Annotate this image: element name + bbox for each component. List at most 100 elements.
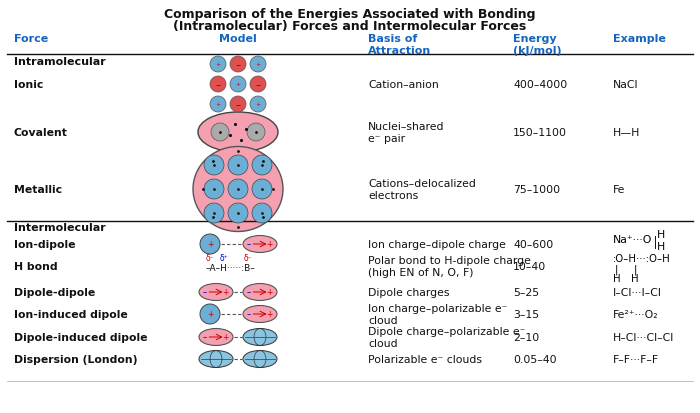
Text: Dipole-induced dipole: Dipole-induced dipole (14, 332, 148, 342)
Text: +: + (266, 310, 273, 319)
Text: –: – (247, 310, 251, 319)
Text: δ⁻: δ⁻ (206, 254, 214, 263)
Text: –: – (203, 333, 207, 342)
Text: Cations–delocalized
electrons: Cations–delocalized electrons (368, 179, 476, 200)
Text: Dipole charge–polarizable e⁻
cloud: Dipole charge–polarizable e⁻ cloud (368, 326, 526, 348)
Text: +: + (206, 240, 214, 249)
Text: +: + (256, 62, 260, 67)
Text: NaCl: NaCl (612, 80, 638, 90)
Text: +: + (223, 333, 229, 342)
Text: Cation–anion: Cation–anion (368, 80, 439, 90)
Text: Fe: Fe (612, 185, 625, 195)
Text: Dipole-dipole: Dipole-dipole (14, 287, 95, 297)
Text: H: H (612, 273, 620, 283)
Text: +: + (266, 288, 273, 297)
Text: +: + (235, 82, 241, 87)
Text: Ion charge–dipole charge: Ion charge–dipole charge (368, 240, 506, 249)
Text: Ion-dipole: Ion-dipole (14, 240, 76, 249)
Circle shape (228, 204, 248, 223)
Text: 10–40: 10–40 (513, 261, 546, 271)
Text: Intramolecular: Intramolecular (14, 57, 106, 67)
Text: –: – (247, 240, 251, 249)
Text: Metallic: Metallic (14, 185, 62, 195)
Text: |: | (634, 264, 637, 275)
Text: 150–1100: 150–1100 (513, 128, 567, 138)
Text: Dispersion (London): Dispersion (London) (14, 354, 137, 364)
Ellipse shape (243, 306, 277, 323)
Circle shape (250, 77, 266, 93)
Text: δ⁻: δ⁻ (244, 254, 252, 263)
Text: 40–600: 40–600 (513, 240, 553, 249)
Ellipse shape (199, 329, 233, 346)
Ellipse shape (243, 236, 277, 253)
Text: Basis of
Attraction: Basis of Attraction (368, 34, 431, 56)
Text: −: − (235, 62, 241, 67)
Text: Dipole charges: Dipole charges (368, 287, 449, 297)
Circle shape (252, 156, 272, 176)
Text: :O–H···:O–H: :O–H···:O–H (612, 254, 671, 263)
Ellipse shape (199, 351, 233, 368)
Text: 5–25: 5–25 (513, 287, 539, 297)
Text: (Intramolecular) Forces and Intermolecular Forces: (Intramolecular) Forces and Intermolecul… (174, 20, 526, 33)
Text: |: | (615, 264, 618, 275)
Circle shape (211, 124, 229, 142)
Text: 2–10: 2–10 (513, 332, 539, 342)
Circle shape (204, 204, 224, 223)
Text: +: + (206, 310, 214, 319)
Ellipse shape (199, 284, 233, 301)
Text: Nuclei–shared
e⁻ pair: Nuclei–shared e⁻ pair (368, 122, 444, 143)
Circle shape (204, 156, 224, 176)
Text: Polarizable e⁻ clouds: Polarizable e⁻ clouds (368, 354, 482, 364)
Ellipse shape (193, 147, 283, 232)
Text: Ion-induced dipole: Ion-induced dipole (14, 309, 127, 319)
Text: H: H (657, 242, 665, 252)
Circle shape (200, 235, 220, 254)
Circle shape (200, 304, 220, 324)
Circle shape (228, 180, 248, 199)
Text: +: + (216, 62, 220, 67)
Text: +: + (256, 102, 260, 107)
Text: +: + (216, 102, 220, 107)
Ellipse shape (243, 329, 277, 346)
Text: F–F···F–F: F–F···F–F (612, 354, 659, 364)
Text: Energy
(kJ/mol): Energy (kJ/mol) (513, 34, 561, 56)
Text: Model: Model (219, 34, 257, 44)
Text: –: – (247, 288, 251, 297)
Text: Polar bond to H-dipole charge
(high EN of N, O, F): Polar bond to H-dipole charge (high EN o… (368, 256, 531, 277)
Text: Na⁺···O: Na⁺···O (612, 235, 652, 244)
Circle shape (228, 156, 248, 176)
Text: Comparison of the Energies Associated with Bonding: Comparison of the Energies Associated wi… (164, 8, 536, 21)
Circle shape (210, 77, 226, 93)
Text: Fe²⁺···O₂: Fe²⁺···O₂ (612, 309, 658, 319)
Text: +: + (266, 240, 273, 249)
Text: –A–H·····:B–: –A–H·····:B– (205, 264, 255, 273)
Circle shape (247, 124, 265, 142)
Text: 3–15: 3–15 (513, 309, 539, 319)
Text: I–Cl···I–Cl: I–Cl···I–Cl (612, 287, 662, 297)
Circle shape (250, 97, 266, 113)
Circle shape (230, 77, 246, 93)
Circle shape (210, 97, 226, 113)
Circle shape (250, 57, 266, 73)
Text: 0.05–40: 0.05–40 (513, 354, 557, 364)
Text: −: − (235, 102, 241, 107)
Circle shape (252, 204, 272, 223)
Text: Intermolecular: Intermolecular (14, 223, 106, 233)
Ellipse shape (243, 284, 277, 301)
Text: Force: Force (14, 34, 48, 44)
Text: –: – (203, 288, 207, 297)
Circle shape (204, 180, 224, 199)
Text: H: H (631, 273, 639, 283)
Text: H–Cl···Cl–Cl: H–Cl···Cl–Cl (612, 332, 673, 342)
Text: Example: Example (612, 34, 666, 44)
Ellipse shape (198, 113, 278, 153)
Circle shape (230, 57, 246, 73)
Text: 400–4000: 400–4000 (513, 80, 567, 90)
Circle shape (210, 57, 226, 73)
Text: H: H (657, 230, 665, 240)
Text: Ionic: Ionic (14, 80, 43, 90)
Ellipse shape (243, 351, 277, 368)
Circle shape (230, 97, 246, 113)
Text: +: + (223, 288, 229, 297)
Text: −: − (216, 82, 220, 87)
